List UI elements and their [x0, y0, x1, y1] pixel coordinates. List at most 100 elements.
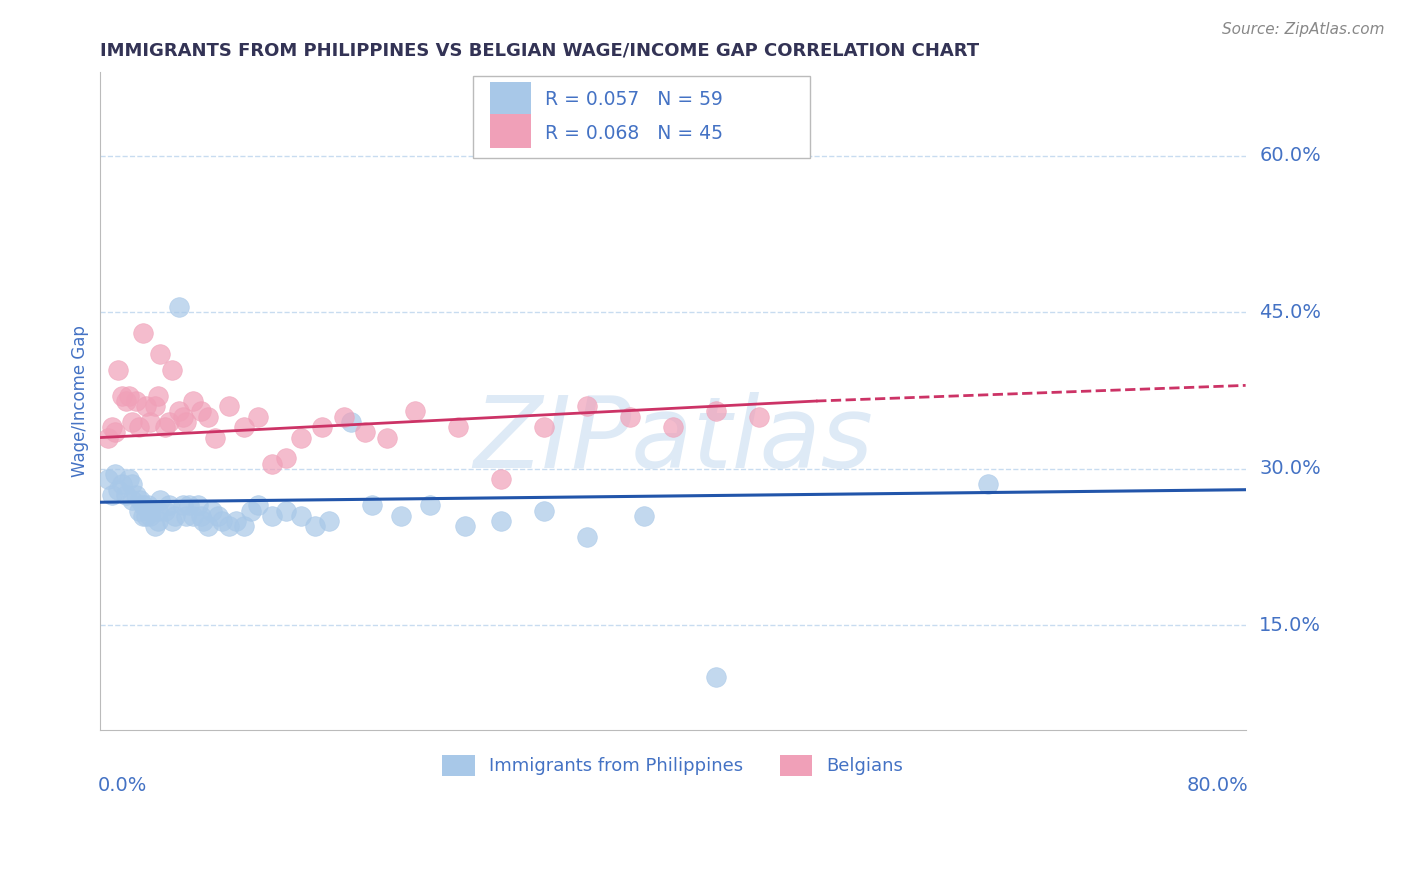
Point: [160, 363, 183, 377]
Point: [276, 451, 298, 466]
Point: [118, 389, 141, 403]
Y-axis label: Wage/Income Gap: Wage/Income Gap: [72, 325, 89, 477]
Point: [304, 519, 326, 533]
Point: [354, 425, 377, 440]
Point: [128, 420, 150, 434]
Point: [190, 404, 212, 418]
Point: [111, 389, 134, 403]
Point: [361, 499, 384, 513]
Point: [704, 404, 727, 418]
Point: [977, 477, 1000, 491]
Point: [174, 508, 197, 523]
Point: [197, 519, 219, 533]
Text: ZIPatlas: ZIPatlas: [472, 392, 873, 489]
Point: [375, 431, 398, 445]
Point: [276, 503, 298, 517]
Point: [139, 508, 162, 523]
Point: [489, 472, 512, 486]
Point: [153, 420, 176, 434]
Point: [153, 503, 176, 517]
Point: [172, 499, 194, 513]
FancyBboxPatch shape: [489, 114, 531, 148]
Point: [172, 409, 194, 424]
Point: [125, 394, 148, 409]
Point: [533, 503, 555, 517]
Point: [139, 415, 162, 429]
Point: [132, 508, 155, 523]
Text: Source: ZipAtlas.com: Source: ZipAtlas.com: [1222, 22, 1385, 37]
Point: [454, 519, 477, 533]
Point: [174, 415, 197, 429]
Point: [157, 415, 180, 429]
Point: [179, 499, 201, 513]
Point: [262, 457, 284, 471]
Point: [135, 399, 157, 413]
Text: 30.0%: 30.0%: [1260, 459, 1322, 478]
Point: [533, 420, 555, 434]
Point: [246, 499, 269, 513]
Point: [129, 493, 152, 508]
Point: [96, 472, 118, 486]
Text: R = 0.068   N = 45: R = 0.068 N = 45: [544, 124, 723, 143]
Text: R = 0.057   N = 59: R = 0.057 N = 59: [544, 90, 723, 109]
Text: 80.0%: 80.0%: [1187, 776, 1249, 795]
Text: 0.0%: 0.0%: [98, 776, 148, 795]
Point: [311, 420, 333, 434]
Point: [183, 394, 205, 409]
Point: [489, 514, 512, 528]
Point: [225, 514, 247, 528]
Point: [167, 300, 190, 314]
Point: [576, 530, 599, 544]
Point: [163, 508, 186, 523]
Point: [662, 420, 685, 434]
Point: [190, 508, 212, 523]
Point: [183, 508, 205, 523]
Point: [246, 409, 269, 424]
Legend: Immigrants from Philippines, Belgians: Immigrants from Philippines, Belgians: [436, 747, 911, 783]
Point: [239, 503, 262, 517]
Point: [204, 431, 226, 445]
Point: [167, 404, 190, 418]
Point: [389, 508, 412, 523]
Point: [262, 508, 284, 523]
Point: [290, 431, 312, 445]
Point: [290, 508, 312, 523]
Point: [143, 519, 166, 533]
Point: [135, 508, 157, 523]
Text: IMMIGRANTS FROM PHILIPPINES VS BELGIAN WAGE/INCOME GAP CORRELATION CHART: IMMIGRANTS FROM PHILIPPINES VS BELGIAN W…: [100, 42, 980, 60]
Point: [404, 404, 426, 418]
Point: [121, 415, 143, 429]
Point: [143, 399, 166, 413]
Point: [101, 488, 124, 502]
Point: [332, 409, 354, 424]
Point: [146, 514, 169, 528]
Point: [340, 415, 363, 429]
Point: [576, 399, 599, 413]
Point: [187, 499, 209, 513]
Point: [118, 472, 141, 486]
Point: [211, 514, 233, 528]
Point: [218, 519, 240, 533]
Text: 15.0%: 15.0%: [1260, 615, 1322, 635]
Point: [633, 508, 655, 523]
Point: [232, 420, 254, 434]
Point: [121, 477, 143, 491]
Point: [115, 394, 138, 409]
Point: [104, 425, 127, 440]
Point: [419, 499, 441, 513]
Point: [218, 399, 240, 413]
FancyBboxPatch shape: [472, 76, 810, 158]
Point: [318, 514, 340, 528]
Point: [149, 347, 172, 361]
Point: [207, 508, 229, 523]
Point: [193, 514, 215, 528]
Point: [111, 477, 134, 491]
Point: [104, 467, 127, 481]
Point: [619, 409, 641, 424]
Point: [201, 503, 224, 517]
Point: [157, 499, 180, 513]
Point: [704, 671, 727, 685]
Point: [107, 483, 129, 497]
Point: [160, 514, 183, 528]
Point: [132, 326, 155, 341]
